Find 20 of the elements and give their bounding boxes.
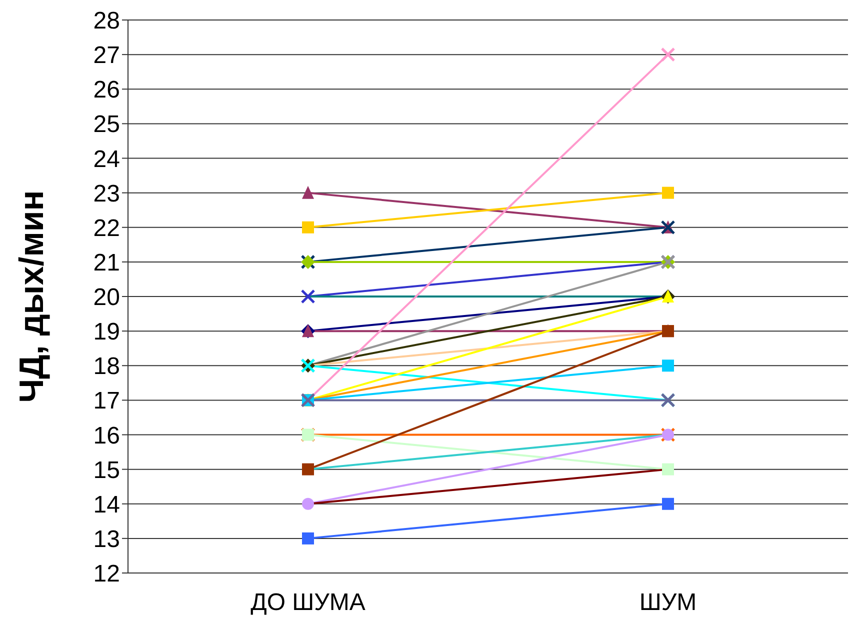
y-tick-label: 20 xyxy=(93,284,120,312)
y-tick-label: 12 xyxy=(93,560,120,588)
y-tick-label: 28 xyxy=(93,8,120,35)
y-tick-label: 26 xyxy=(93,76,120,104)
y-tick-label: 14 xyxy=(93,491,120,518)
x-tick-label: ШУМ xyxy=(639,589,697,616)
y-axis-title: ЧД, дых/мин xyxy=(13,190,52,403)
x-tick-label: ДО ШУМА xyxy=(250,589,366,616)
y-tick-label: 13 xyxy=(93,526,120,553)
y-tick-label: 25 xyxy=(93,111,120,138)
y-tick-label: 17 xyxy=(93,388,120,415)
y-tick-label: 27 xyxy=(93,42,120,70)
y-tick-label: 16 xyxy=(93,422,120,450)
y-tick-label: 21 xyxy=(93,249,120,276)
y-tick-label: 24 xyxy=(93,146,120,173)
y-tick-label: 22 xyxy=(93,214,120,242)
y-tick-label: 15 xyxy=(93,456,120,484)
y-tick-label: 18 xyxy=(93,353,120,380)
y-tick-label: 23 xyxy=(93,180,120,208)
y-tick-label: 19 xyxy=(93,318,120,346)
